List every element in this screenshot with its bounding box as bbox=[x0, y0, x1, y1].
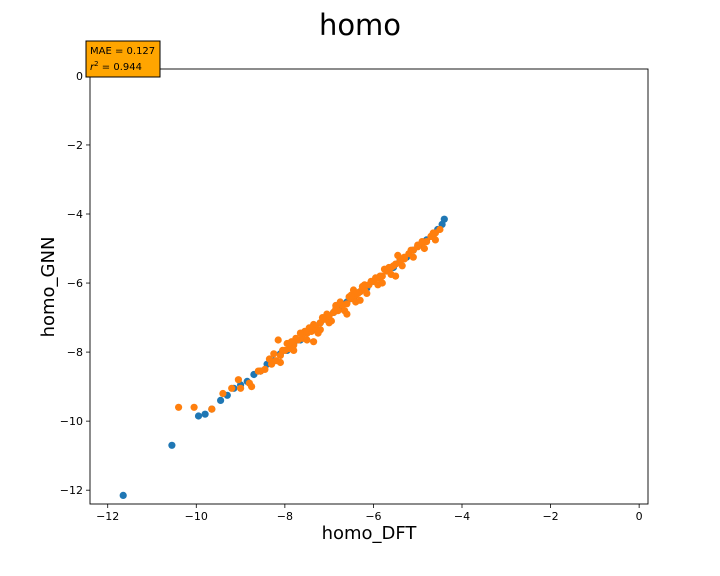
data-point bbox=[194, 412, 203, 420]
data-point bbox=[248, 383, 256, 391]
data-point bbox=[296, 329, 304, 337]
data-point bbox=[119, 491, 127, 499]
mae-text: MAE = 0.127 bbox=[90, 46, 155, 57]
x-tick-label: −10 bbox=[185, 510, 208, 523]
data-point bbox=[234, 376, 242, 384]
y-tick-label: −10 bbox=[60, 415, 83, 428]
data-point bbox=[372, 274, 380, 282]
data-point bbox=[418, 238, 426, 246]
data-point bbox=[394, 251, 402, 259]
stats-box bbox=[85, 40, 161, 78]
data-point bbox=[217, 396, 225, 404]
data-point bbox=[343, 310, 351, 318]
data-point bbox=[208, 405, 216, 413]
data-point bbox=[256, 367, 265, 375]
y-axis-ticks: −12 −10 −8 −6 −4 −2 0 bbox=[60, 70, 90, 497]
x-axis-ticks: −12 −10 −8 −6 −4 −2 0 bbox=[96, 504, 643, 523]
y-tick-label: −2 bbox=[67, 139, 83, 152]
plot-frame bbox=[89, 68, 649, 505]
r2-symbol: r bbox=[90, 62, 95, 73]
data-point bbox=[314, 329, 322, 337]
data-point bbox=[358, 282, 366, 291]
data-point bbox=[279, 346, 287, 354]
data-point bbox=[310, 338, 318, 346]
data-point bbox=[276, 358, 284, 367]
data-point bbox=[380, 265, 389, 273]
data-point bbox=[431, 236, 439, 244]
data-point bbox=[336, 298, 344, 306]
y-tick-label: −12 bbox=[60, 484, 83, 497]
y-tick-label: −8 bbox=[67, 346, 83, 359]
r2-value: = 0.944 bbox=[99, 62, 142, 73]
data-point bbox=[440, 215, 448, 223]
x-tick-label: −4 bbox=[454, 510, 470, 523]
stats-annotation: MAE = 0.127 r2 = 0.944 bbox=[85, 40, 161, 78]
data-point bbox=[420, 244, 428, 253]
data-point bbox=[407, 246, 415, 254]
y-tick-label: −6 bbox=[67, 277, 83, 290]
y-axis-label: homo_GNN bbox=[38, 237, 59, 338]
data-point bbox=[378, 279, 386, 287]
data-point bbox=[175, 403, 183, 411]
data-point bbox=[398, 262, 406, 270]
data-point bbox=[219, 389, 227, 398]
data-point bbox=[318, 314, 327, 322]
data-point bbox=[228, 384, 236, 392]
points-layer bbox=[119, 215, 448, 499]
r2-text: r2 = 0.944 bbox=[90, 60, 142, 73]
data-point bbox=[287, 338, 296, 346]
x-tick-label: −12 bbox=[96, 510, 119, 523]
data-point bbox=[270, 350, 278, 358]
x-tick-label: −6 bbox=[365, 510, 381, 523]
x-tick-label: −2 bbox=[542, 510, 558, 523]
series-1 bbox=[175, 225, 444, 413]
data-point bbox=[429, 229, 437, 237]
x-tick-label: 0 bbox=[636, 510, 643, 523]
x-tick-label: −8 bbox=[277, 510, 293, 523]
data-point bbox=[237, 384, 245, 392]
data-point bbox=[392, 272, 400, 280]
data-point bbox=[363, 289, 371, 297]
data-point bbox=[265, 355, 273, 363]
data-point bbox=[168, 441, 176, 449]
data-point bbox=[190, 403, 198, 411]
data-point bbox=[356, 296, 364, 304]
x-axis-label: homo_DFT bbox=[322, 523, 418, 544]
data-point bbox=[349, 286, 358, 294]
data-point bbox=[201, 410, 209, 418]
data-point bbox=[436, 225, 444, 234]
data-point bbox=[290, 346, 298, 354]
data-point bbox=[409, 253, 417, 261]
chart-title: homo bbox=[319, 8, 401, 42]
data-point bbox=[303, 336, 311, 344]
y-tick-label: 0 bbox=[76, 70, 83, 83]
data-point bbox=[325, 319, 333, 327]
y-tick-label: −4 bbox=[67, 208, 83, 221]
r2-exponent: 2 bbox=[94, 60, 98, 68]
data-point bbox=[343, 300, 351, 308]
data-point bbox=[274, 336, 282, 344]
